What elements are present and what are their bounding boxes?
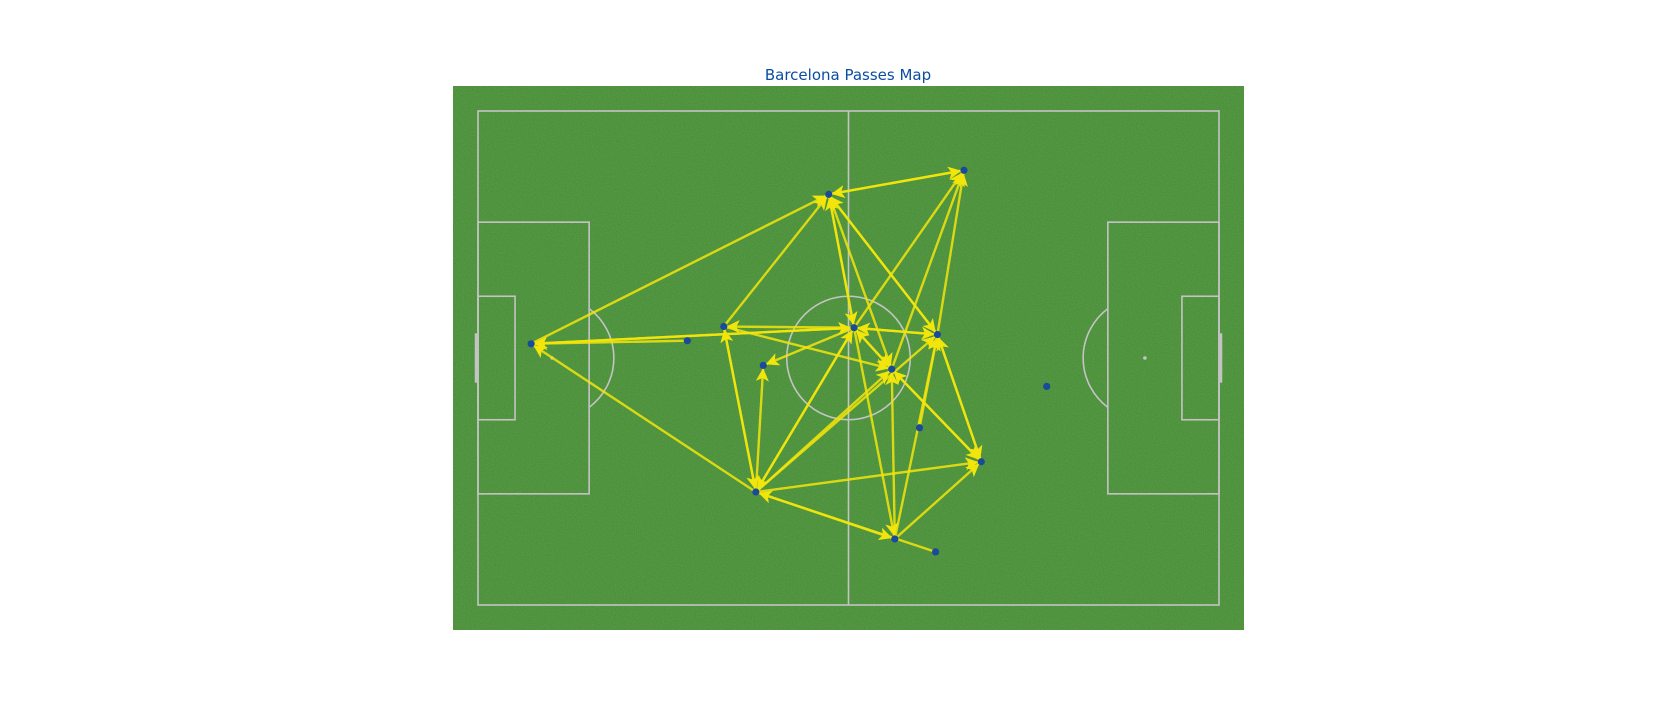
- pass-arrow: [722, 325, 760, 490]
- player-position-point: [759, 361, 767, 370]
- player-position-point: [960, 166, 968, 174]
- pass-arrow: [754, 368, 769, 494]
- pass-arrow: [936, 333, 983, 460]
- right-penalty-arc: [1082, 307, 1109, 409]
- right-penalty-spot: [1143, 356, 1147, 360]
- player-position-point: [933, 330, 942, 339]
- left-six-yard-box: [477, 295, 516, 421]
- player-position-point: [720, 322, 728, 331]
- players: [527, 166, 1051, 556]
- pass-arrow: [529, 194, 827, 345]
- pass-arrow: [533, 326, 856, 350]
- pass-arrow: [831, 169, 966, 199]
- left-penalty-arc: [588, 307, 615, 409]
- pass-arrow: [890, 367, 980, 461]
- player-position-point: [931, 548, 940, 556]
- player-position-point: [891, 535, 899, 543]
- pass-arrow: [533, 336, 689, 351]
- right-six-yard-box: [1181, 295, 1220, 421]
- player-position-point: [915, 424, 924, 432]
- pitch-markings: [474, 110, 1223, 606]
- pass-arrow: [852, 172, 963, 329]
- player-position-point: [527, 340, 535, 348]
- pass-arrow: [754, 490, 893, 541]
- pass-arrow: [827, 193, 893, 367]
- pass-arrow: [726, 320, 856, 334]
- player-position-point: [888, 365, 896, 373]
- player-position-point: [977, 458, 985, 466]
- player-position-point: [850, 324, 858, 332]
- pass-arrow: [890, 172, 965, 371]
- player-position-point: [683, 337, 691, 345]
- pass-arrow: [754, 335, 936, 494]
- pass-arrow: [533, 344, 758, 494]
- player-position-point: [1043, 382, 1051, 391]
- player-position-point: [752, 488, 760, 496]
- pass-arrow: [827, 193, 858, 326]
- pass-arrow: [829, 196, 939, 336]
- passes: [529, 166, 983, 554]
- player-position-point: [825, 190, 833, 198]
- pass-arrow: [722, 196, 828, 328]
- pass-arrow: [856, 322, 939, 336]
- pass-arrow: [885, 371, 899, 541]
- pass-arrow: [893, 463, 980, 541]
- pass-arrow: [754, 457, 979, 494]
- pass-arrow: [936, 172, 968, 336]
- pass-arrow: [765, 326, 856, 366]
- chart-title: Barcelona Passes Map: [765, 66, 931, 84]
- pass-arrow: [918, 337, 941, 429]
